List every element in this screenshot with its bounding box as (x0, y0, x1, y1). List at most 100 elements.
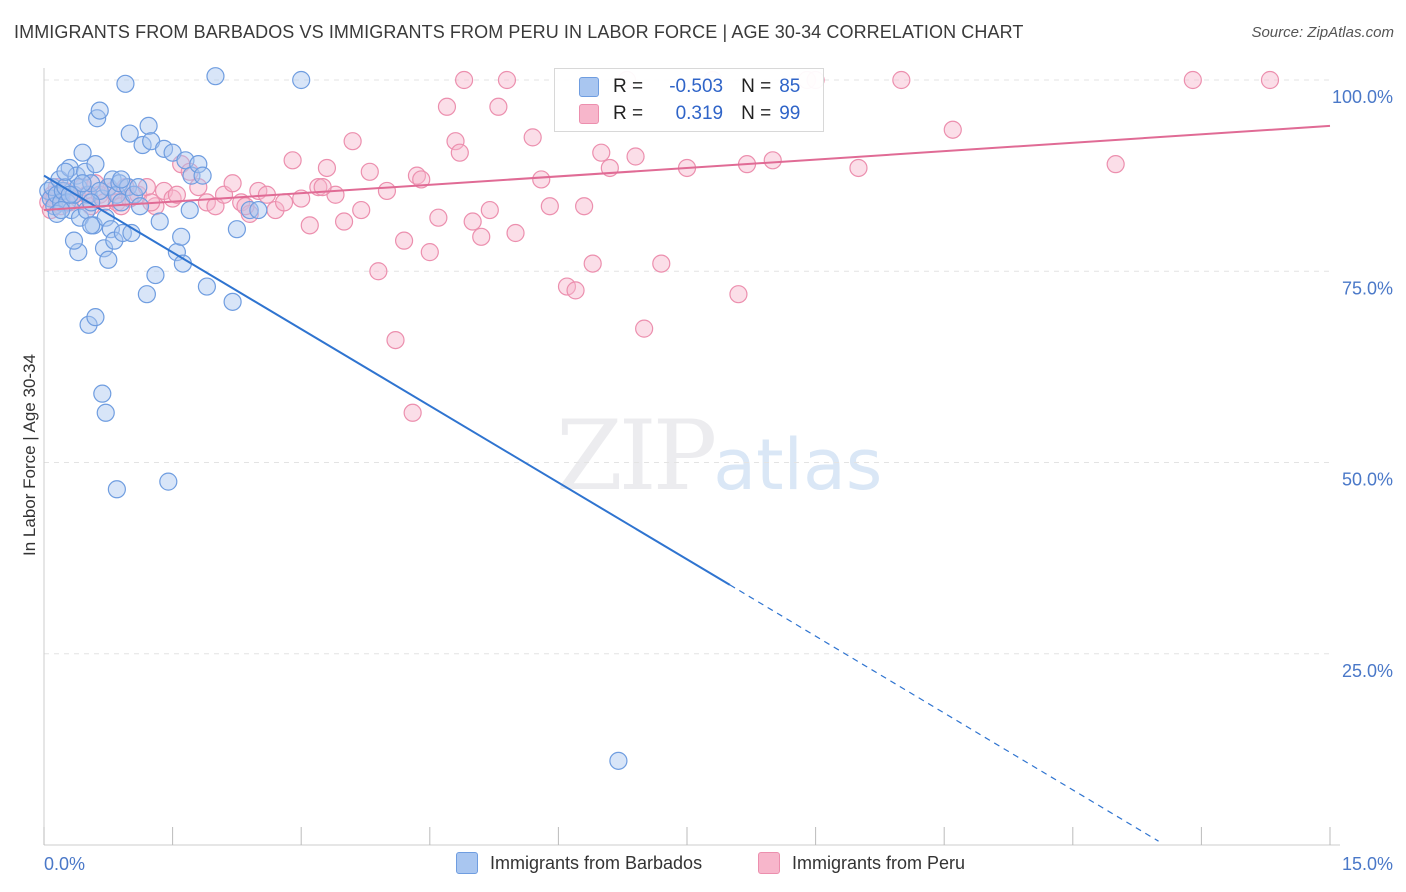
peru-point (403, 403, 422, 422)
barbados-point (94, 239, 114, 258)
peru-swatch (579, 104, 599, 124)
barbados-trend-line (43, 174, 731, 586)
peru-point (369, 262, 388, 281)
peru-point (343, 132, 362, 151)
barbados-point (93, 384, 112, 403)
peru-point (463, 212, 482, 231)
legend-row-peru: R = 0.319 N = 99 (579, 101, 800, 127)
peru-point (472, 227, 491, 246)
barbados-point (609, 751, 628, 770)
legend-row-barbados: R = -0.503 N = 85 (579, 74, 800, 100)
bottom-legend-label: Immigrants from Peru (792, 852, 966, 873)
barbados-point (206, 67, 225, 86)
x-tick-label: 15.0% (1342, 854, 1393, 874)
peru-point (352, 200, 371, 220)
barbados-point (146, 265, 165, 285)
peru-point (557, 277, 577, 296)
barbados-point (223, 292, 242, 311)
legend-r-label: R = (613, 103, 644, 124)
peru-point (626, 147, 645, 166)
barbados-point (107, 480, 126, 499)
barbados-point (112, 170, 131, 189)
peru-point (892, 70, 911, 90)
peru-point (167, 185, 186, 204)
peru-point (429, 208, 448, 227)
peru-point (592, 143, 611, 162)
barbados-point (76, 162, 95, 181)
y-tick-label: 100.0% (1332, 87, 1393, 107)
peru-point (1106, 155, 1125, 174)
peru-point (420, 243, 439, 262)
peru-point (446, 132, 465, 151)
barbados-point (99, 250, 118, 269)
barbados-point (73, 143, 92, 162)
peru-point (943, 120, 962, 139)
trend-lines (43, 124, 1331, 842)
peru-point (497, 70, 517, 90)
peru-point (763, 151, 782, 170)
peru-point (223, 174, 242, 193)
barbados-point (189, 155, 208, 174)
peru-point (437, 97, 457, 116)
peru-point (575, 197, 594, 216)
barbados-point (101, 220, 120, 239)
watermark-zip: ZIP (556, 400, 717, 512)
legend: R = -0.503 N = 85 R = 0.319 N = 99 (554, 68, 824, 132)
barbados-point (56, 162, 75, 181)
peru-point (454, 70, 474, 90)
barbados-point (197, 277, 216, 296)
legend-r-value: 0.319 (675, 103, 724, 124)
y-tick-label: 50.0% (1342, 470, 1393, 490)
peru-point (1260, 70, 1280, 90)
peru-point (189, 178, 208, 197)
bottom-legend-barbados[interactable]: Immigrants from Barbados (456, 852, 702, 874)
bottom-legend-peru[interactable]: Immigrants from Peru (758, 852, 965, 874)
barbados-point (193, 166, 212, 185)
legend-n-value: 85 (779, 76, 801, 97)
barbados-swatch (456, 852, 478, 874)
barbados-point (139, 116, 158, 136)
barbados-point (90, 101, 109, 120)
y-axis-label: In Labor Force | Age 30-34 (20, 354, 39, 556)
watermark-atlas: atlas (713, 424, 883, 506)
peru-point (450, 143, 469, 162)
barbados-swatch (579, 77, 599, 97)
peru-trend-line (43, 124, 1331, 212)
barbados-series (39, 67, 628, 770)
peru-point (300, 216, 319, 235)
bottom-legend-label: Immigrants from Barbados (490, 852, 703, 873)
barbados-point (64, 231, 84, 250)
legend-r-label: R = (613, 76, 644, 97)
peru-swatch (758, 852, 780, 874)
barbados-point (133, 135, 152, 155)
peru-point (283, 151, 302, 170)
peru-point (377, 181, 397, 201)
peru-point (635, 319, 654, 338)
peru-point (360, 162, 379, 181)
legend-n-value: 99 (779, 103, 801, 124)
barbados-point (249, 200, 268, 220)
legend-n-label: N = (741, 76, 772, 97)
peru-point (506, 223, 525, 243)
barbados-point (116, 74, 135, 93)
barbados-point (96, 403, 115, 422)
barbados-point (120, 124, 139, 143)
barbados-point (227, 220, 246, 239)
peru-point (1183, 70, 1202, 90)
bottom-legend: Immigrants from Barbados Immigrants from… (0, 852, 1406, 876)
peru-point (523, 128, 542, 147)
barbados-point (172, 227, 191, 246)
barbados-point (130, 197, 150, 216)
barbados-trend-extension (729, 584, 1159, 842)
barbados-point (79, 315, 98, 334)
barbados-point (292, 70, 311, 90)
peru-point (566, 281, 585, 300)
barbados-point (86, 155, 105, 174)
x-tick-label: 0.0% (44, 854, 85, 874)
barbados-point (129, 178, 148, 197)
peru-point (334, 212, 354, 231)
peru-point (849, 158, 868, 178)
y-tick-label: 25.0% (1342, 661, 1393, 681)
legend-n-label: N = (741, 103, 772, 124)
barbados-point (82, 216, 101, 235)
